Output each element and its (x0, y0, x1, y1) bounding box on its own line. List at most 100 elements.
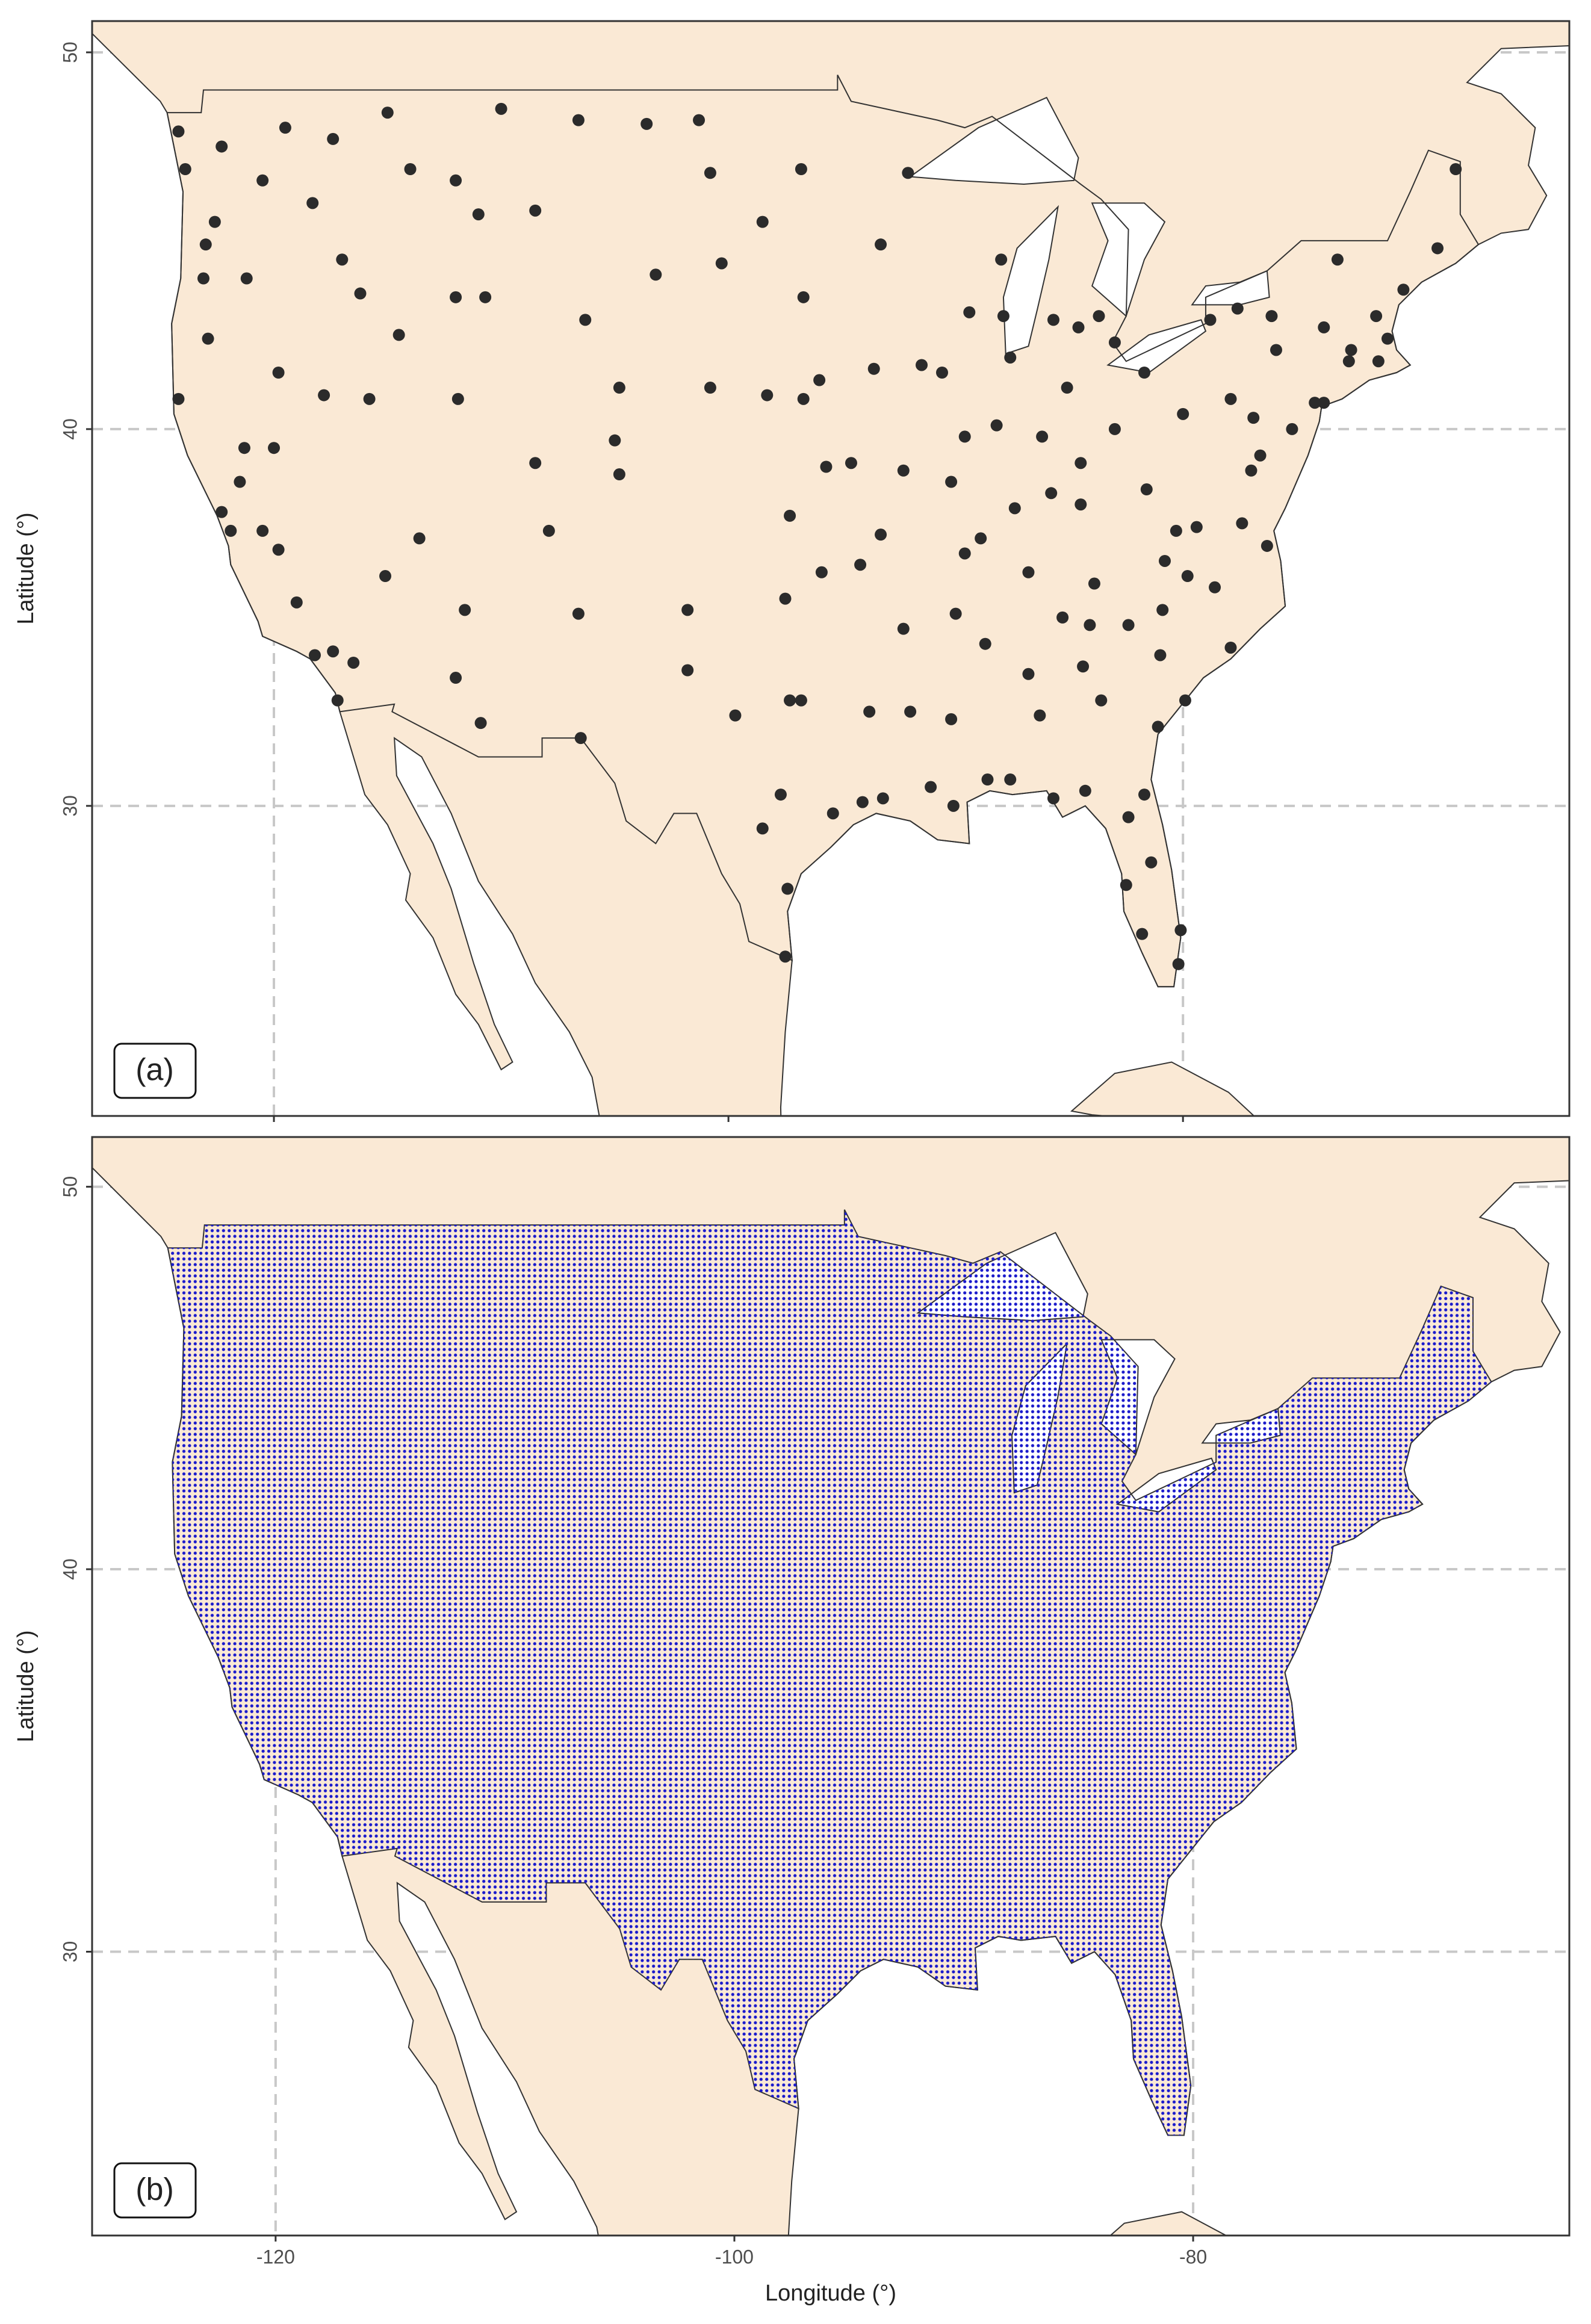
station-point (797, 392, 810, 405)
station-point (781, 882, 794, 895)
station-point (1270, 344, 1282, 356)
station-point (1381, 332, 1394, 345)
station-point (925, 781, 937, 793)
station-point (1034, 709, 1046, 722)
station-point (1370, 310, 1383, 323)
station-point (1342, 355, 1355, 368)
station-point (172, 392, 185, 405)
station-point (797, 291, 810, 303)
station-point (1156, 604, 1169, 616)
station-point (450, 174, 462, 187)
station-point (613, 382, 625, 394)
station-point (1152, 720, 1164, 733)
station-point (290, 596, 303, 609)
x-tick-label: -80 (1179, 2246, 1207, 2267)
station-point (529, 204, 542, 217)
station-point (1397, 284, 1410, 296)
station-point (1136, 928, 1149, 940)
station-point (1247, 412, 1260, 424)
station-point (779, 950, 792, 963)
station-point (779, 592, 792, 605)
station-point (715, 257, 728, 270)
station-point (392, 329, 405, 341)
station-point (784, 694, 796, 707)
station-point (1004, 351, 1017, 364)
map-panel (92, 1137, 1569, 2236)
station-point (1138, 367, 1151, 379)
station-point (268, 442, 281, 454)
map-panel (92, 21, 1569, 1116)
station-point (1022, 566, 1035, 578)
station-point (1209, 581, 1221, 593)
station-point (1309, 397, 1321, 409)
station-point (379, 570, 392, 583)
station-point (472, 208, 485, 221)
station-point (404, 163, 417, 175)
station-point (820, 460, 833, 473)
station-point (179, 163, 191, 175)
lake (1002, 205, 1059, 355)
station-point (945, 713, 958, 725)
station-point (945, 476, 958, 488)
station-point (1204, 314, 1217, 326)
station-point (761, 389, 774, 401)
station-point (199, 238, 212, 251)
station-point (1236, 517, 1248, 530)
station-point (1286, 423, 1298, 435)
station-point (990, 419, 1003, 432)
station-point (216, 140, 228, 153)
station-point (1177, 407, 1189, 420)
station-point (867, 362, 880, 375)
station-point (1047, 792, 1059, 805)
station-point (1145, 856, 1158, 869)
station-point (413, 532, 426, 545)
station-point (958, 547, 971, 560)
station-point (1045, 487, 1058, 500)
us-border (166, 75, 1480, 988)
station-point (1190, 521, 1203, 533)
station-point (650, 268, 662, 281)
station-point (306, 197, 319, 209)
station-point (1061, 382, 1073, 394)
y-tick-label: 40 (59, 418, 81, 440)
station-point (827, 807, 839, 820)
station-point (474, 717, 487, 730)
station-point (784, 509, 796, 522)
station-point (208, 215, 221, 228)
station-point (1261, 539, 1273, 552)
station-point (845, 457, 857, 469)
y-tick-label: 50 (59, 1176, 81, 1198)
station-point (308, 649, 321, 662)
station-point (1120, 879, 1132, 891)
station-point (574, 732, 587, 745)
station-point (958, 430, 971, 443)
station-point (916, 359, 928, 371)
station-point (1093, 310, 1105, 323)
station-point (238, 442, 250, 454)
station-point (318, 389, 330, 401)
station-point (347, 656, 360, 669)
station-point (1224, 641, 1237, 654)
station-point (681, 664, 694, 677)
station-point (1172, 958, 1185, 970)
station-point (975, 532, 987, 545)
station-point (579, 314, 592, 326)
y-tick-label: 30 (59, 795, 81, 817)
station-point (1224, 392, 1237, 405)
station-point (963, 306, 976, 318)
station-point (1158, 554, 1171, 567)
station-point (1122, 811, 1135, 823)
station-point (949, 607, 962, 620)
y-axis-title: Latitude (°) (13, 512, 39, 624)
station-point (272, 544, 285, 556)
panel-label: (b) (135, 2172, 174, 2207)
station-point (897, 464, 910, 477)
station-point (1072, 321, 1085, 333)
station-point (1318, 397, 1330, 409)
station-point (459, 604, 471, 616)
x-tick-label: -100 (715, 2246, 754, 2267)
station-point (756, 215, 769, 228)
station-point (876, 792, 889, 805)
station-point (875, 528, 887, 541)
station-point (172, 125, 185, 138)
